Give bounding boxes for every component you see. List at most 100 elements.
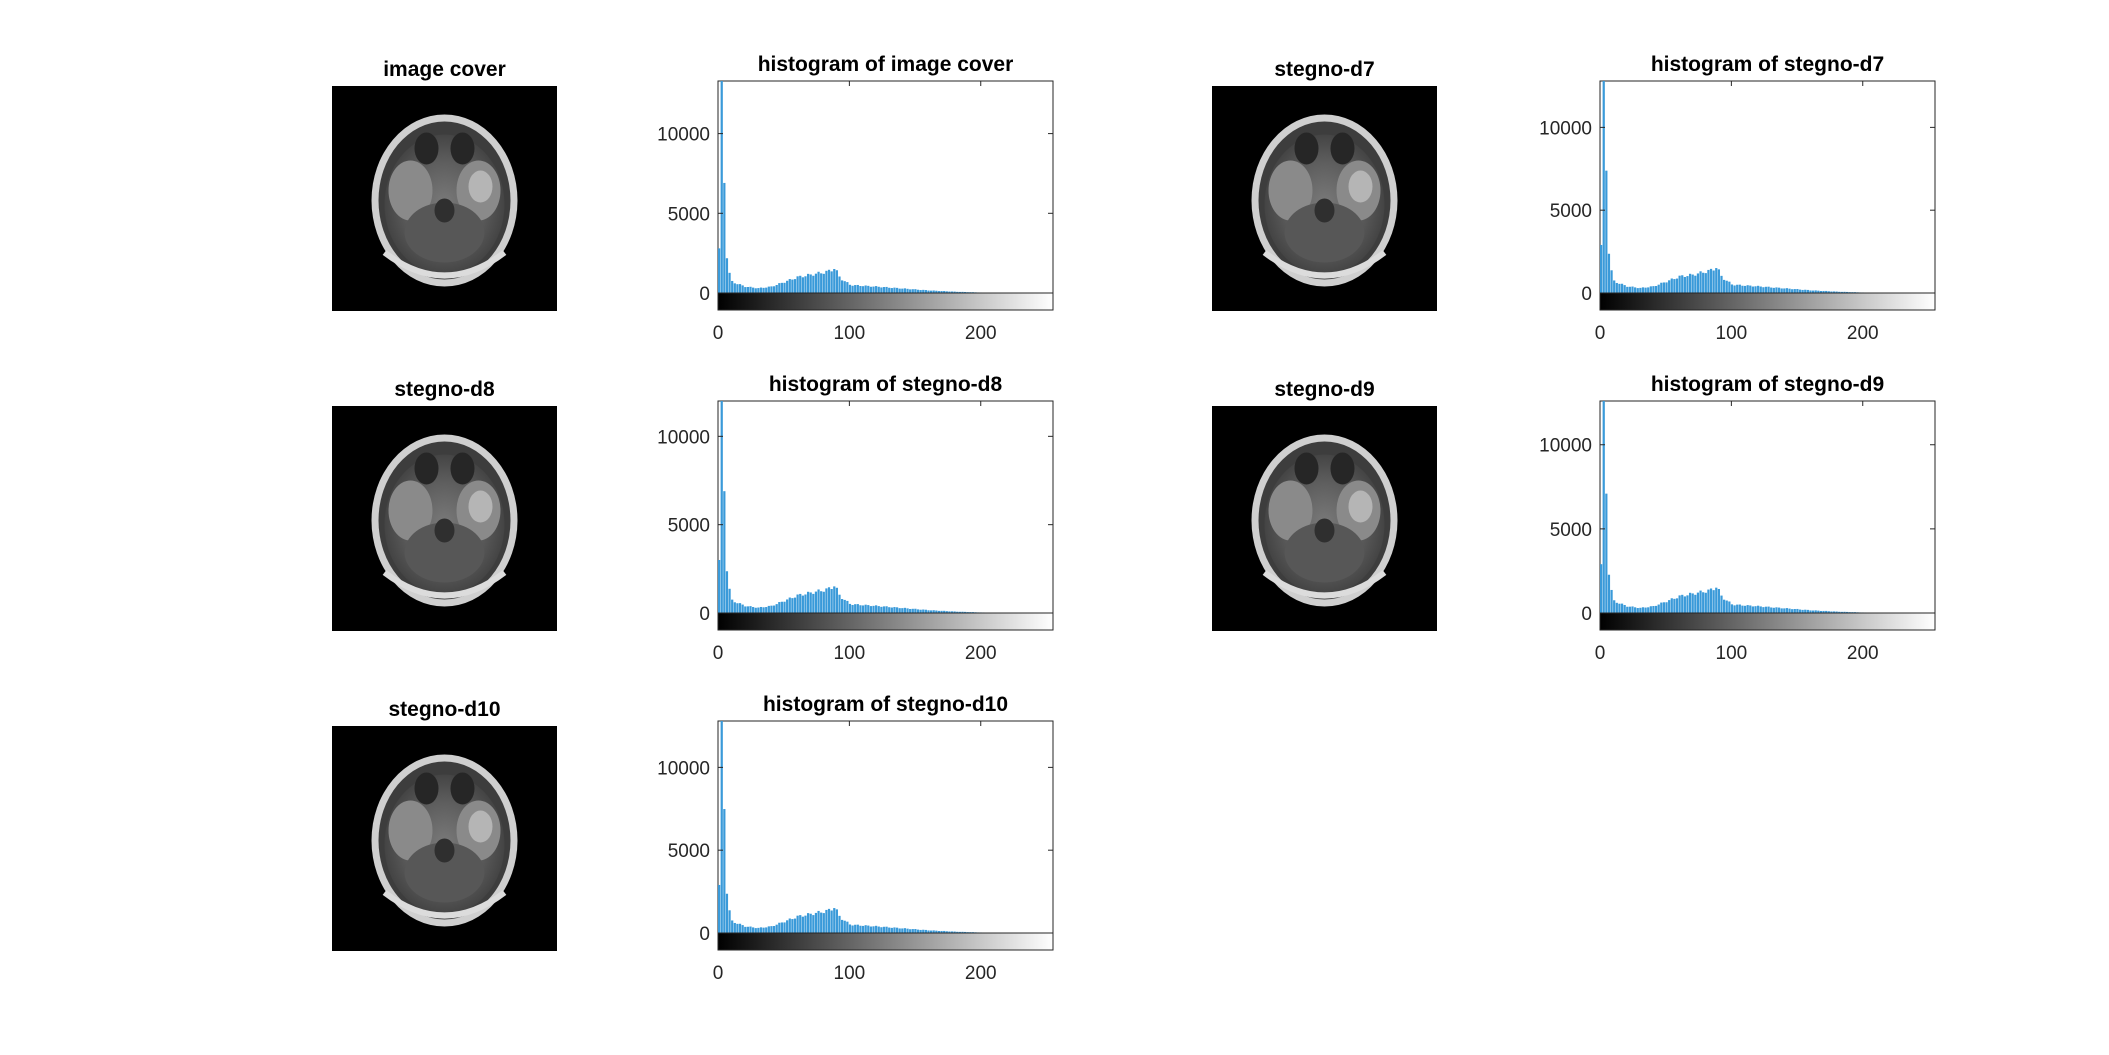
histogram-bar — [759, 927, 763, 933]
histogram-bar — [872, 926, 875, 933]
histogram-panel: histogram of stegno-d10 0 5000 10000 0 100 200 — [657, 693, 1054, 984]
histogram-bar — [875, 605, 878, 613]
histogram-bar — [1688, 592, 1692, 613]
histogram-bar — [1620, 603, 1624, 613]
x-tick-label: 0 — [1595, 643, 1606, 664]
histogram-bar — [911, 929, 914, 933]
histogram-bar — [1806, 609, 1809, 613]
histogram-bar — [1767, 286, 1770, 293]
left-temporal-lobe — [388, 800, 433, 861]
histogram-bar — [1749, 605, 1752, 613]
left-temporal-lobe — [1268, 160, 1313, 221]
histogram-bar — [1751, 286, 1755, 293]
histogram-bar — [752, 287, 755, 293]
histogram-bar — [1730, 604, 1734, 613]
histogram-bar — [1809, 290, 1812, 293]
histogram-bar — [1723, 279, 1726, 293]
histogram-panel: histogram of stegno-d7 0 5000 10000 0 100 200 — [1539, 53, 1936, 344]
histogram-bar — [895, 927, 899, 933]
histogram-bar — [1814, 610, 1817, 613]
histogram-bar — [1764, 606, 1768, 613]
histogram-bar — [888, 607, 891, 613]
histogram-bar — [1702, 272, 1705, 293]
histogram-bar — [786, 599, 789, 613]
histogram-bar — [1654, 605, 1658, 613]
histogram-bar — [909, 289, 912, 293]
histogram-bar — [924, 290, 927, 293]
histogram-bar — [909, 608, 912, 613]
histogram-bar — [903, 607, 907, 613]
histogram-bar — [786, 920, 789, 933]
histogram-bar — [861, 605, 865, 613]
histogram-bar — [851, 925, 854, 933]
histogram-bar — [1613, 280, 1616, 293]
histogram-bar — [903, 928, 907, 933]
histogram-bar — [914, 608, 917, 613]
histogram-bar — [1791, 289, 1794, 293]
histogram-bar — [929, 610, 933, 613]
histogram-bar — [1686, 595, 1689, 613]
histogram-bar — [956, 291, 959, 293]
histogram-bar — [725, 258, 729, 293]
histogram-bar — [718, 884, 721, 933]
x-tick-label: 200 — [1847, 323, 1879, 344]
histogram-bar — [788, 597, 791, 613]
histogram-bar — [783, 282, 786, 293]
histogram-bar — [1675, 598, 1679, 613]
histogram-bar — [770, 605, 773, 613]
histogram-bar — [746, 287, 750, 293]
histogram-bar — [1785, 288, 1789, 293]
histogram-bar — [950, 291, 954, 293]
histogram-bar — [919, 929, 922, 933]
image-title: stegno-d10 — [388, 698, 500, 721]
histogram-bar — [791, 279, 794, 293]
bright-region — [468, 810, 493, 843]
histogram-bar — [1817, 290, 1820, 293]
cerebellum — [1284, 202, 1365, 263]
histogram-bar — [1827, 611, 1830, 613]
brainstem — [434, 198, 455, 223]
histogram-panel: histogram of stegno-d8 0 5000 10000 0 100 200 — [657, 373, 1054, 664]
histogram-bar — [1683, 596, 1686, 613]
histogram-bar — [846, 282, 849, 293]
histogram-bar — [1641, 607, 1645, 613]
histogram-bar — [1738, 604, 1741, 613]
x-tick-label: 100 — [834, 323, 866, 344]
histogram-bar — [1838, 291, 1841, 293]
occipital-bone — [382, 250, 507, 279]
histogram-bar — [1741, 285, 1744, 293]
histogram-bar — [1788, 608, 1791, 613]
histogram-bar — [929, 930, 933, 933]
image-title: stegno-d8 — [394, 378, 495, 401]
cerebellum — [1284, 522, 1365, 583]
histogram-bar — [1772, 287, 1775, 293]
histogram-bar — [948, 291, 951, 293]
histogram-bar — [1785, 608, 1789, 613]
left-temporal-lobe — [388, 480, 433, 541]
occipital-bone — [382, 570, 507, 599]
histogram-bar — [1675, 278, 1679, 293]
histogram-bar — [1741, 605, 1744, 613]
histogram-bar — [830, 271, 833, 293]
histogram-bar — [1728, 601, 1731, 613]
histogram-bar — [762, 607, 765, 613]
histogram-bar — [901, 928, 904, 933]
histogram-bar — [961, 291, 964, 293]
histogram-bar — [1644, 287, 1647, 293]
histogram-bar — [759, 606, 763, 613]
histogram-bar — [1838, 611, 1841, 613]
histogram-bar — [864, 925, 867, 933]
histogram-bar — [752, 607, 755, 613]
histogram-bar — [1615, 282, 1618, 293]
histogram-bar — [1798, 609, 1802, 613]
histogram-bar — [1696, 592, 1700, 613]
histogram-bar — [1777, 287, 1781, 293]
histogram-bar — [864, 604, 867, 613]
histogram-bar — [801, 595, 804, 613]
histogram-bar — [814, 591, 818, 613]
histogram-bar — [1757, 605, 1760, 613]
image-title: stegno-d9 — [1274, 378, 1374, 401]
histogram-bar — [1699, 590, 1702, 613]
histogram-bar — [1694, 275, 1697, 293]
x-tick-label: 0 — [713, 643, 724, 664]
